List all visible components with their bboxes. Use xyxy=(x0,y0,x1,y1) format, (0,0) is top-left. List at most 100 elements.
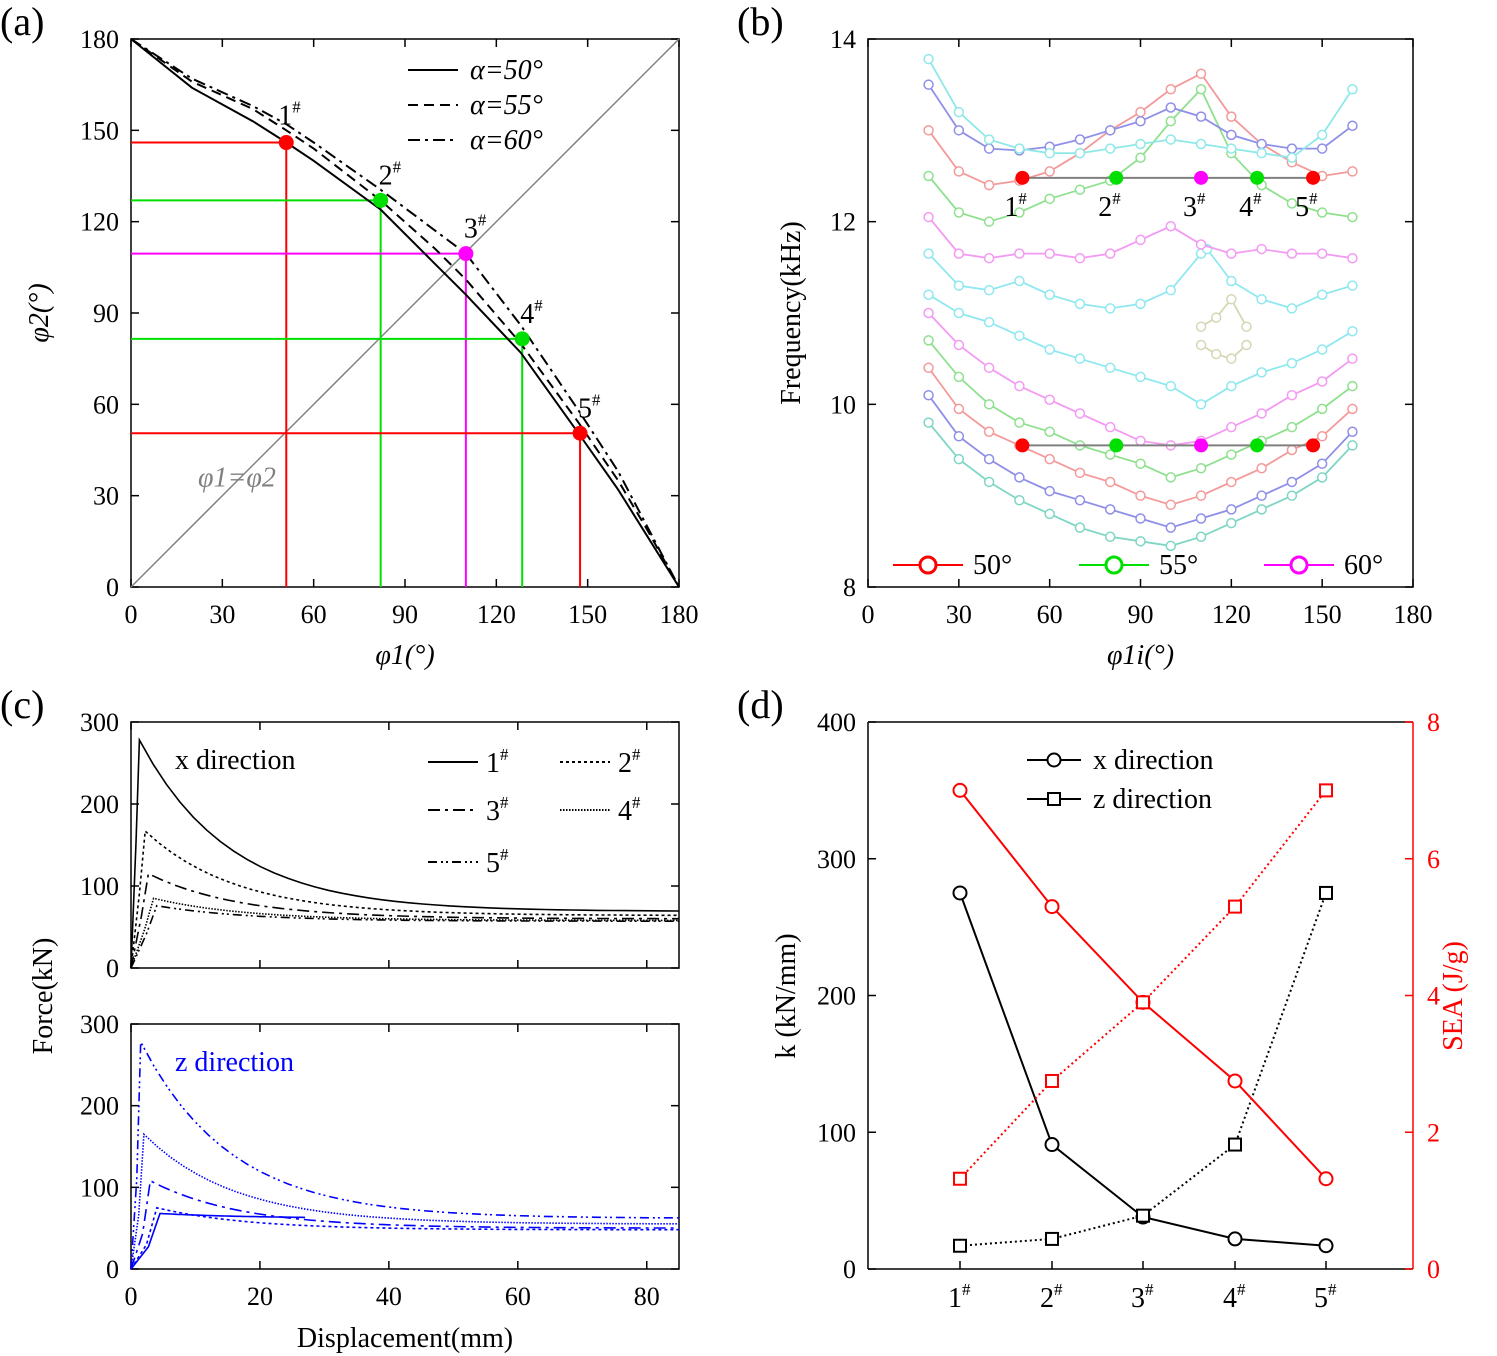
legend-label-c: 5# xyxy=(486,845,509,879)
freq-point-b xyxy=(1135,435,1146,447)
freq-point-b xyxy=(1014,494,1025,506)
y-axis-label-b: Frequency(kHz) xyxy=(776,221,807,404)
freq-point-b xyxy=(1195,111,1207,122)
point-marker-a xyxy=(278,135,294,151)
freq-point-b xyxy=(1044,453,1055,465)
y-tick-label-d: 0 xyxy=(843,1255,856,1284)
freq-point-b xyxy=(923,307,934,319)
freq-point-b xyxy=(983,399,995,410)
legend-label-b: 60° xyxy=(1344,550,1383,581)
freq-point-b xyxy=(1286,152,1298,163)
freq-point-b xyxy=(983,143,995,154)
y-tick-label-b: 10 xyxy=(830,390,856,419)
freq-point-b xyxy=(1347,280,1358,291)
freq-point-b xyxy=(1316,458,1328,469)
mode-label-b: 5# xyxy=(1295,189,1318,223)
force-curve-c xyxy=(130,1212,306,1270)
point-label-a: 3# xyxy=(464,211,487,245)
freq-point-b xyxy=(1165,284,1177,296)
x-tick-label-d: 4# xyxy=(1223,1280,1246,1314)
x-tick-label-b: 150 xyxy=(1303,600,1342,629)
legend-marker-d xyxy=(1047,792,1061,806)
mode-label-b: 4# xyxy=(1239,189,1262,223)
x-tick-label-b: 120 xyxy=(1212,600,1251,629)
freq-point-b xyxy=(1316,431,1328,442)
mode-marker-b xyxy=(1194,170,1209,185)
freq-point-b xyxy=(1165,472,1177,483)
x-axis-label-a: φ1(°) xyxy=(375,640,434,671)
mode-marker-b xyxy=(1015,170,1030,185)
freq-point-b xyxy=(1226,143,1237,154)
legend-label-a: α=60° xyxy=(470,125,543,156)
freq-point-b xyxy=(1074,467,1086,479)
freq-point-b xyxy=(983,252,995,264)
freq-point-b xyxy=(1074,298,1086,310)
freq-point-b xyxy=(1135,490,1146,501)
freq-point-b xyxy=(1195,83,1207,95)
freq-point-b xyxy=(1347,403,1358,415)
series-marker-d xyxy=(1045,1073,1059,1088)
legend-marker-b xyxy=(918,555,938,575)
freq-point-b xyxy=(923,289,934,300)
series-marker-d xyxy=(1045,1231,1059,1246)
x-tick-label-d: 3# xyxy=(1131,1280,1154,1314)
freq-point-b xyxy=(1165,115,1177,127)
freq-point-b xyxy=(1195,68,1207,79)
freq-point-b xyxy=(923,335,934,346)
freq-point-b xyxy=(1014,248,1025,259)
y-tick-label-c: 100 xyxy=(80,872,119,901)
x-tick-label-a: 90 xyxy=(392,600,418,629)
freq-curve-b xyxy=(927,247,1353,310)
freq-point-b xyxy=(1135,536,1146,547)
freq-point-b xyxy=(1316,207,1328,218)
y-tick-label-d: 300 xyxy=(817,845,856,874)
freq-point-b xyxy=(1256,490,1267,501)
freq-point-b xyxy=(1104,125,1116,136)
point-marker-a xyxy=(514,331,530,347)
freq-point-b xyxy=(1195,321,1207,332)
freq-point-b xyxy=(1135,298,1146,310)
freq-point-b xyxy=(1226,504,1237,515)
legend-label-d: z direction xyxy=(1093,784,1212,815)
freq-point-b xyxy=(923,53,934,65)
freq-point-b xyxy=(1104,421,1116,433)
y-tick-label-c: 0 xyxy=(106,1255,119,1284)
freq-point-b xyxy=(1286,421,1298,433)
freq-point-b xyxy=(1014,275,1025,287)
x-tick-label-b: 60 xyxy=(1037,600,1063,629)
mode-marker-b xyxy=(1250,170,1265,185)
freq-point-b xyxy=(1195,513,1207,524)
mode-marker-b xyxy=(1306,438,1321,453)
freq-point-b xyxy=(923,79,934,90)
y2-tick-label-d: 6 xyxy=(1427,845,1440,874)
freq-point-b xyxy=(983,216,995,227)
curve-a-2 xyxy=(130,38,680,588)
freq-point-b xyxy=(1074,408,1086,419)
force-curve-c xyxy=(130,737,680,969)
freq-point-b xyxy=(1316,143,1328,154)
freq-point-b xyxy=(953,371,965,383)
freq-point-b xyxy=(1256,367,1267,378)
freq-point-b xyxy=(1286,490,1298,501)
plot-frame-c-2 xyxy=(130,1023,680,1270)
freq-point-b xyxy=(1195,399,1207,410)
y-tick-label-a: 180 xyxy=(80,25,119,54)
series-marker-d xyxy=(1136,1208,1150,1223)
force-curve-c xyxy=(130,897,679,969)
freq-point-b xyxy=(953,339,965,351)
y-tick-label-a: 30 xyxy=(93,482,119,511)
series-marker-d xyxy=(1319,885,1333,900)
freq-point-b xyxy=(1195,239,1207,250)
series-marker-d xyxy=(1319,783,1333,798)
x-tick-label-d: 1# xyxy=(948,1280,971,1314)
x-tick-label-c: 80 xyxy=(634,1282,660,1311)
panel-label-d: (d) xyxy=(737,682,784,727)
legend-label-c: 4# xyxy=(618,793,641,827)
legend-label-a: α=50° xyxy=(470,55,543,86)
freq-point-b xyxy=(1347,440,1358,451)
freq-point-b xyxy=(1210,348,1222,360)
freq-point-b xyxy=(1104,248,1116,259)
series-marker-d xyxy=(1227,1231,1243,1247)
x-tick-label-c: 0 xyxy=(125,1282,138,1311)
freq-point-b xyxy=(1135,115,1146,127)
